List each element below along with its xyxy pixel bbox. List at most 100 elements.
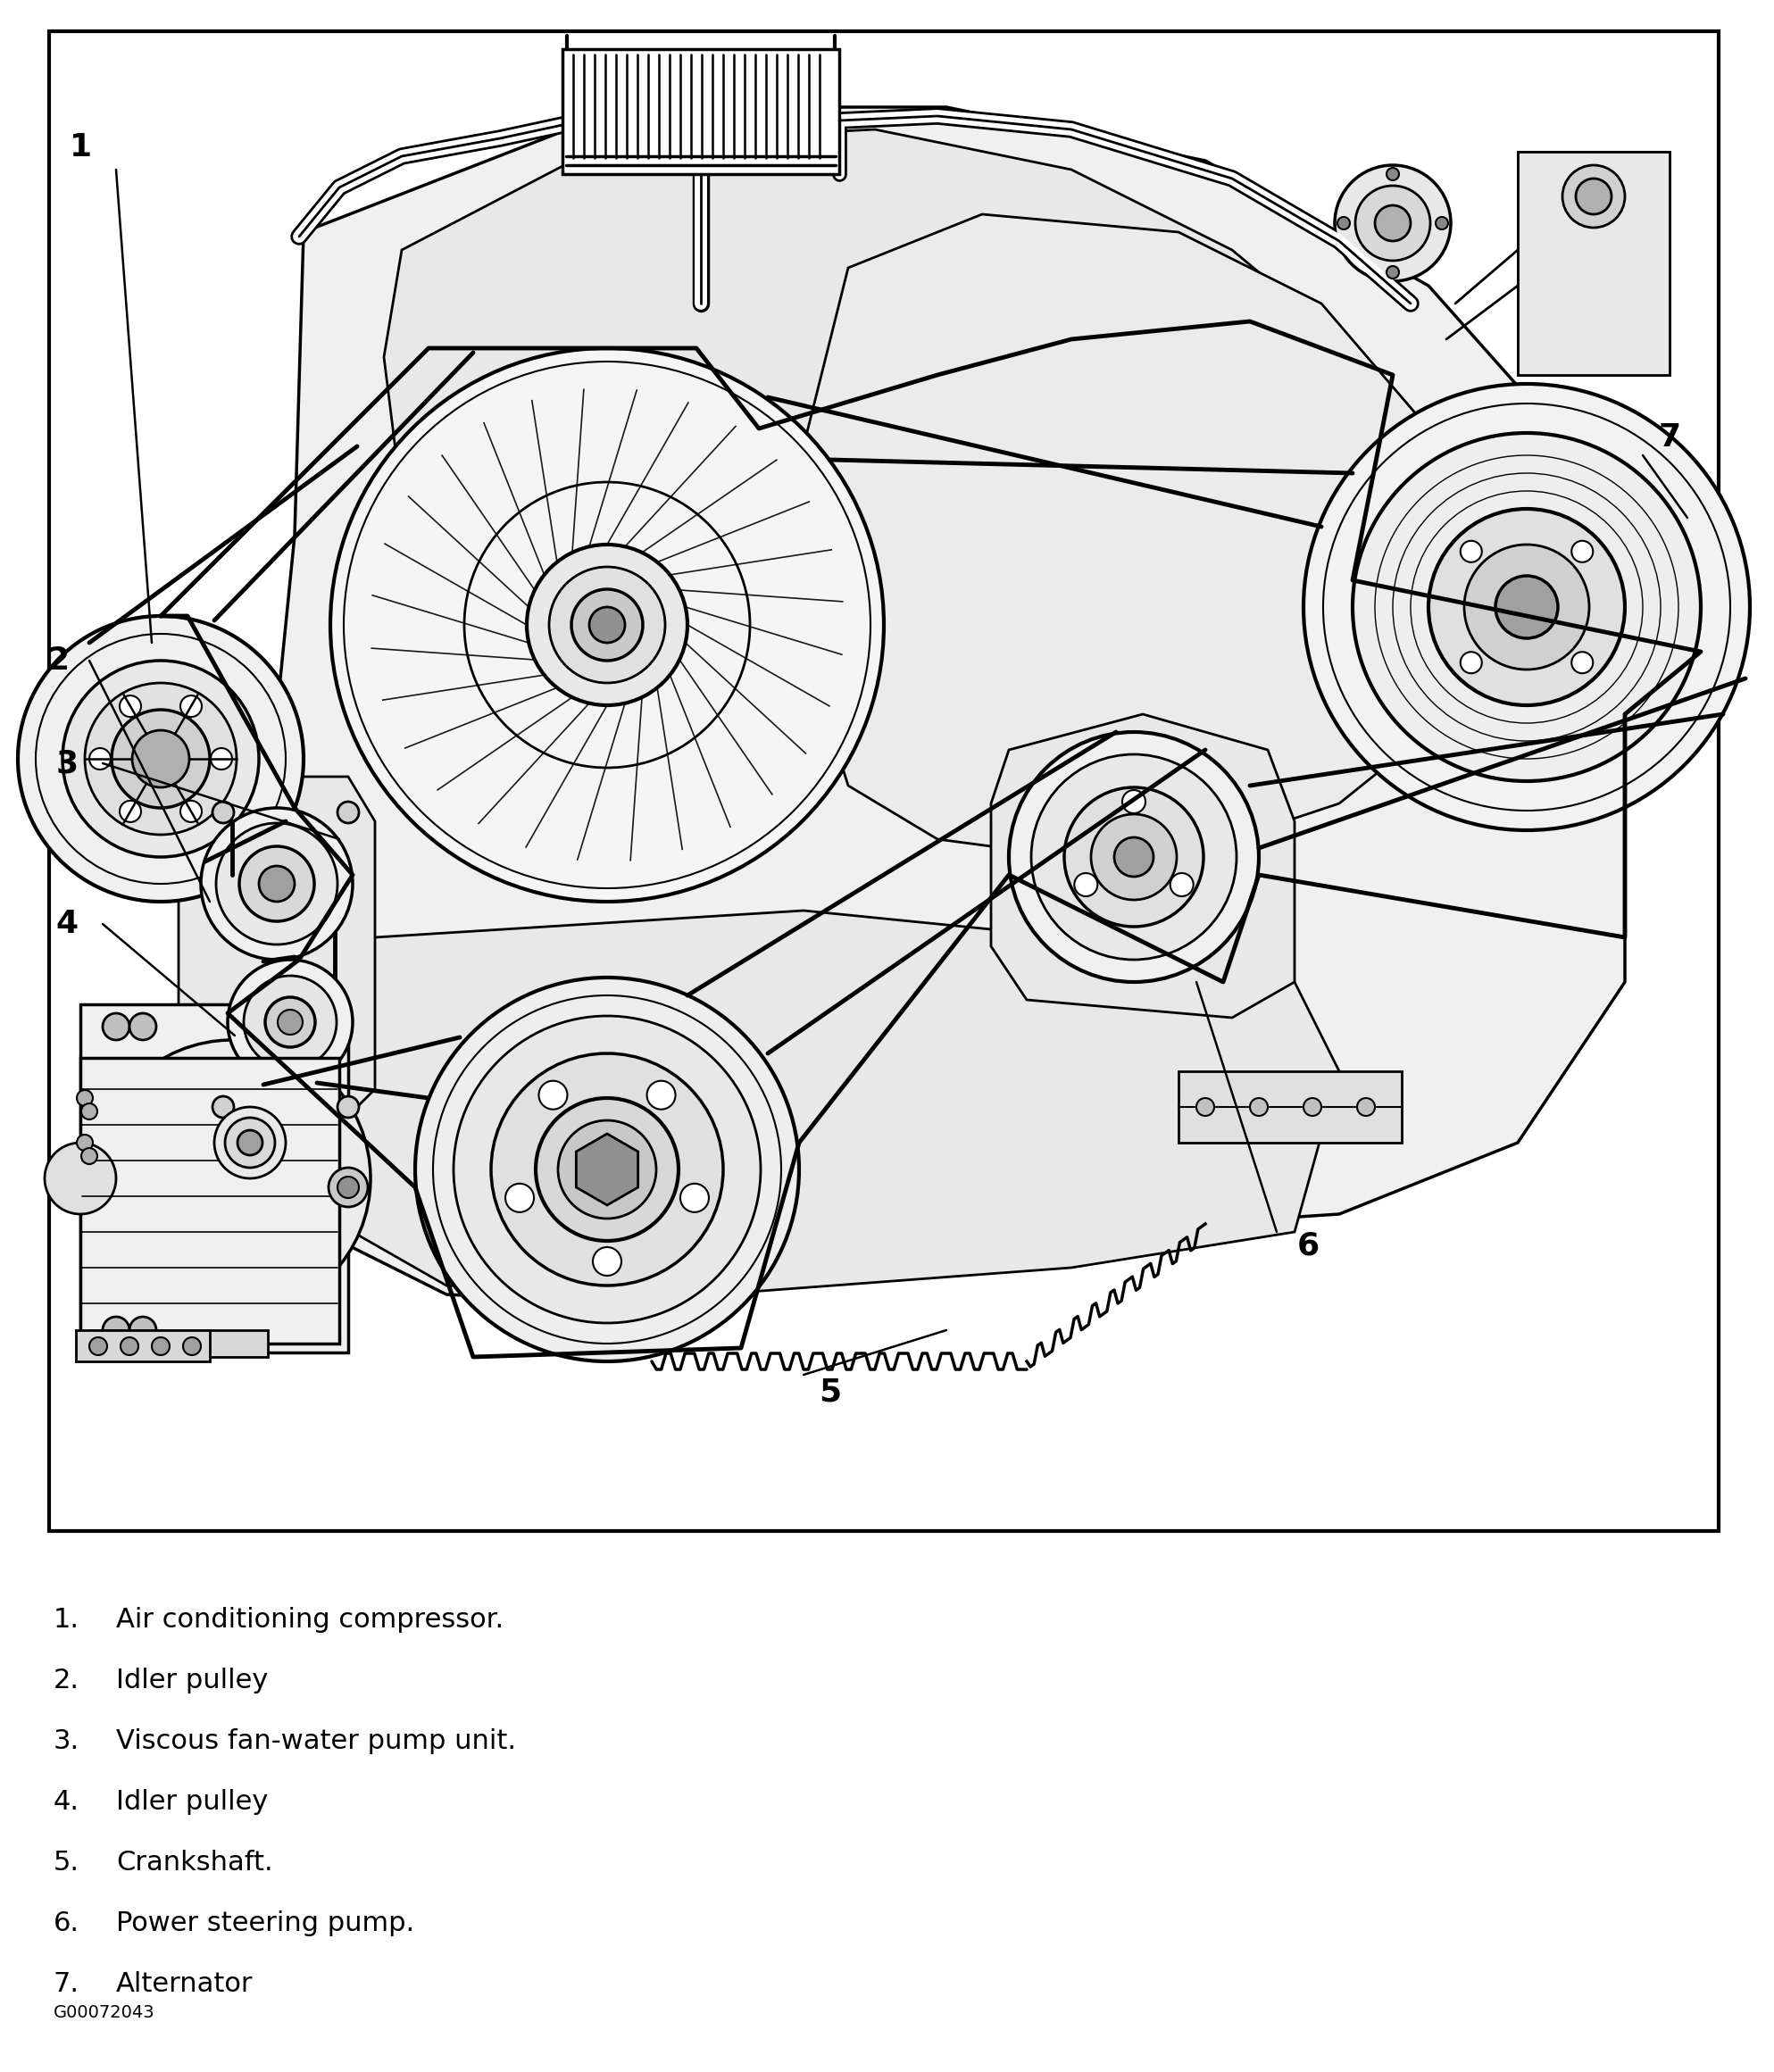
Circle shape bbox=[1355, 186, 1430, 261]
Circle shape bbox=[264, 997, 316, 1046]
Circle shape bbox=[1091, 814, 1176, 899]
Circle shape bbox=[648, 1082, 676, 1109]
Text: 5: 5 bbox=[820, 1378, 841, 1407]
Circle shape bbox=[1114, 837, 1153, 876]
Circle shape bbox=[121, 1336, 138, 1355]
Bar bbox=[80, 1059, 339, 1343]
Circle shape bbox=[18, 615, 303, 901]
Circle shape bbox=[89, 1336, 106, 1355]
Circle shape bbox=[1075, 872, 1098, 897]
Text: 2: 2 bbox=[46, 646, 69, 675]
Circle shape bbox=[211, 748, 232, 769]
Circle shape bbox=[1572, 541, 1593, 562]
Circle shape bbox=[82, 1148, 98, 1164]
Text: 6.: 6. bbox=[53, 1910, 80, 1937]
Circle shape bbox=[131, 729, 190, 787]
Circle shape bbox=[328, 1169, 367, 1208]
Circle shape bbox=[454, 1015, 761, 1324]
Circle shape bbox=[679, 1183, 710, 1212]
Circle shape bbox=[1064, 787, 1203, 926]
Bar bbox=[76, 1330, 209, 1361]
Circle shape bbox=[181, 696, 202, 717]
Circle shape bbox=[1563, 166, 1625, 228]
Text: 7: 7 bbox=[1659, 423, 1680, 452]
Circle shape bbox=[213, 802, 234, 823]
Text: Power steering pump.: Power steering pump. bbox=[115, 1910, 415, 1937]
Bar bbox=[80, 1005, 348, 1353]
Bar bbox=[1178, 1071, 1401, 1142]
Circle shape bbox=[559, 1121, 656, 1218]
Circle shape bbox=[536, 1098, 678, 1241]
Bar bbox=[50, 31, 1719, 1531]
Circle shape bbox=[243, 976, 337, 1069]
Text: G00072043: G00072043 bbox=[53, 2004, 154, 2020]
Text: Air conditioning compressor.: Air conditioning compressor. bbox=[115, 1608, 504, 1633]
Text: 1.: 1. bbox=[53, 1608, 80, 1633]
Circle shape bbox=[1387, 168, 1400, 180]
Circle shape bbox=[593, 1247, 621, 1276]
Circle shape bbox=[103, 1318, 130, 1343]
Circle shape bbox=[119, 800, 142, 823]
Circle shape bbox=[130, 1318, 156, 1343]
Circle shape bbox=[112, 711, 209, 808]
Circle shape bbox=[1251, 1098, 1268, 1117]
Polygon shape bbox=[303, 910, 1339, 1295]
Circle shape bbox=[62, 661, 259, 858]
Bar bbox=[89, 1330, 268, 1357]
Circle shape bbox=[181, 800, 202, 823]
Circle shape bbox=[279, 1009, 303, 1034]
Circle shape bbox=[1304, 1098, 1322, 1117]
Text: 4: 4 bbox=[55, 910, 78, 939]
Circle shape bbox=[76, 1090, 92, 1106]
Circle shape bbox=[1464, 545, 1590, 669]
Circle shape bbox=[259, 866, 294, 901]
Circle shape bbox=[215, 1106, 286, 1179]
Circle shape bbox=[550, 568, 665, 684]
Circle shape bbox=[1352, 433, 1701, 781]
Circle shape bbox=[82, 1104, 98, 1119]
Circle shape bbox=[337, 802, 358, 823]
Polygon shape bbox=[577, 1133, 639, 1206]
Circle shape bbox=[539, 1082, 568, 1109]
Text: Viscous fan-water pump unit.: Viscous fan-water pump unit. bbox=[115, 1728, 516, 1755]
Circle shape bbox=[571, 588, 642, 661]
Polygon shape bbox=[804, 213, 1472, 858]
Text: Idler pulley: Idler pulley bbox=[115, 1668, 268, 1693]
Circle shape bbox=[225, 1117, 275, 1169]
Circle shape bbox=[85, 684, 236, 835]
Circle shape bbox=[1572, 653, 1593, 673]
Text: 6: 6 bbox=[1297, 1231, 1320, 1260]
Circle shape bbox=[1357, 1098, 1375, 1117]
Circle shape bbox=[1460, 653, 1481, 673]
Text: Crankshaft.: Crankshaft. bbox=[115, 1850, 273, 1875]
Circle shape bbox=[239, 845, 314, 922]
Polygon shape bbox=[383, 128, 1339, 580]
Circle shape bbox=[506, 1183, 534, 1212]
Bar bbox=[1519, 151, 1669, 375]
Polygon shape bbox=[992, 715, 1295, 1017]
Bar bbox=[562, 50, 839, 174]
Circle shape bbox=[1031, 754, 1236, 959]
Circle shape bbox=[1304, 383, 1749, 831]
Text: Alternator: Alternator bbox=[115, 1970, 254, 1997]
Circle shape bbox=[1387, 265, 1400, 278]
Circle shape bbox=[103, 1013, 130, 1040]
Text: Idler pulley: Idler pulley bbox=[115, 1788, 268, 1815]
Circle shape bbox=[227, 959, 353, 1084]
Polygon shape bbox=[1519, 151, 1669, 375]
Circle shape bbox=[1428, 510, 1625, 704]
Circle shape bbox=[44, 1142, 115, 1214]
Text: 4.: 4. bbox=[53, 1788, 80, 1815]
Circle shape bbox=[1334, 166, 1451, 282]
Circle shape bbox=[130, 1013, 156, 1040]
Circle shape bbox=[119, 696, 142, 717]
Circle shape bbox=[238, 1129, 263, 1156]
Circle shape bbox=[491, 1053, 724, 1285]
Text: 2.: 2. bbox=[53, 1668, 80, 1693]
Circle shape bbox=[153, 1336, 170, 1355]
Circle shape bbox=[337, 1096, 358, 1117]
Circle shape bbox=[589, 607, 624, 642]
Circle shape bbox=[183, 1336, 200, 1355]
Circle shape bbox=[1171, 872, 1194, 897]
Text: 5.: 5. bbox=[53, 1850, 80, 1875]
